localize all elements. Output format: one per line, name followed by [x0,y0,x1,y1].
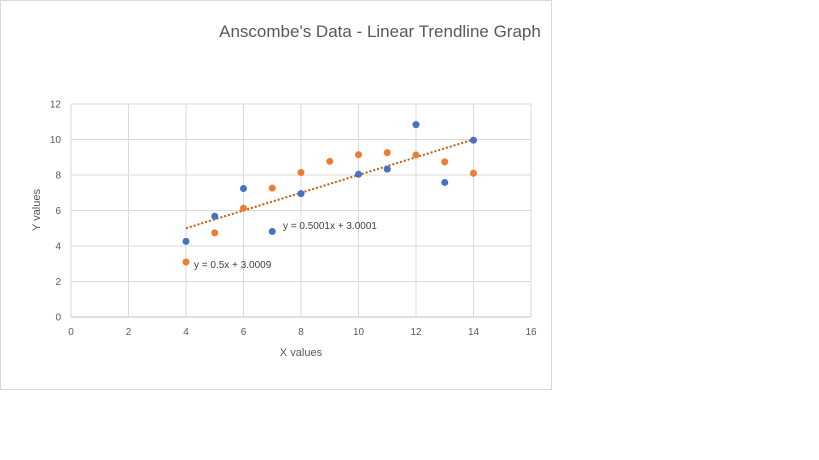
y-tick-label: 10 [50,135,62,146]
data-point-orange [355,151,362,159]
x-tick-label: 0 [68,327,74,338]
data-point-blue [383,165,391,173]
data-point-orange [182,258,190,266]
trendline-equation-orange: y = 0.5x + 3.0009 [194,260,272,271]
data-point-orange [470,169,477,177]
trendlines [185,138,474,230]
x-tick-label: 6 [241,327,247,338]
y-tick-label: 4 [55,242,61,253]
trendline-equation-blue: y = 0.5001x + 3.0001 [283,221,377,232]
data-points [182,121,477,266]
x-tick-label: 16 [525,327,537,338]
data-point-orange [297,169,305,177]
data-point-blue [355,170,362,178]
y-tick-label: 8 [55,171,61,182]
scatter-chart: Anscombe's Data - Linear Trendline Graph… [31,22,541,359]
x-tick-labels: 0 2 4 6 8 10 12 14 16 [68,327,537,338]
x-axis-label: X values [280,347,323,359]
data-point-orange [412,151,420,159]
data-point-blue [240,184,247,192]
data-point-blue [441,178,449,186]
data-point-blue [412,121,420,129]
y-axis-label: Y values [31,189,43,231]
x-tick-label: 8 [298,327,304,338]
data-point-blue [211,212,219,220]
x-tick-label: 2 [126,327,132,338]
data-point-orange [240,204,247,212]
chart-title: Anscombe's Data - Linear Trendline Graph [219,22,541,41]
y-tick-label: 12 [50,100,62,111]
x-tick-label: 12 [410,327,422,338]
y-tick-label: 6 [55,206,61,217]
trendline [185,138,474,230]
gridlines [70,103,532,318]
y-tick-label: 0 [55,313,61,324]
data-point-blue [297,190,305,198]
data-point-orange [326,157,334,165]
data-point-orange [211,229,219,237]
data-point-blue [182,237,190,245]
data-point-orange [383,149,391,157]
data-point-orange [268,184,276,192]
y-tick-label: 2 [55,277,61,288]
x-tick-label: 14 [468,327,480,338]
chart-frame: Anscombe's Data - Linear Trendline Graph… [0,0,552,390]
data-point-orange [441,158,449,166]
x-tick-label: 4 [183,327,189,338]
data-point-blue [470,136,477,144]
x-tick-label: 10 [353,327,365,338]
data-point-blue [268,227,276,235]
y-tick-labels: 0 2 4 6 8 10 12 [50,100,62,324]
